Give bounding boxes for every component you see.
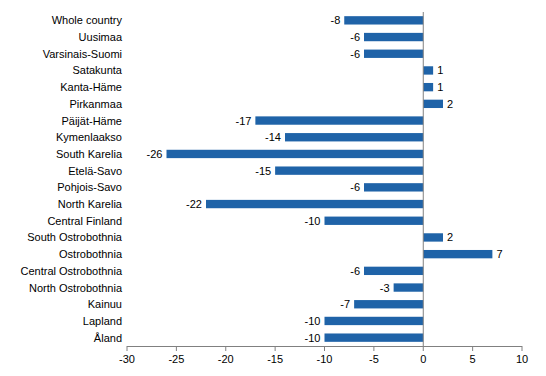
labels: Whole country -8 Uusimaa -6 Varsinais-Suomi -…: [21, 14, 503, 343]
tick: [423, 346, 424, 351]
category-label: North Karelia: [58, 198, 123, 210]
bar: [364, 267, 423, 275]
category-label: Kanta-Häme: [60, 81, 122, 93]
tick: [176, 346, 177, 351]
data-label: 2: [447, 98, 453, 110]
category-label: Varsinais-Suomi: [43, 48, 122, 60]
category-label: South Karelia: [56, 148, 123, 160]
category-label: Ostrobothnia: [59, 248, 123, 260]
bar: [423, 100, 443, 108]
data-label: 1: [437, 81, 443, 93]
category-label: Etelä-Savo: [68, 165, 122, 177]
data-label: -17: [235, 115, 251, 127]
bar: [423, 83, 433, 91]
bar: [364, 50, 423, 58]
data-label: -26: [147, 148, 163, 160]
tick: [225, 346, 226, 351]
data-label: -6: [350, 181, 360, 193]
bar: [364, 33, 423, 41]
data-label: -6: [350, 31, 360, 43]
data-label: 2: [447, 231, 453, 243]
bar: [354, 300, 423, 308]
bar: [423, 250, 492, 258]
bar: [325, 317, 424, 325]
category-label: Kymenlaakso: [56, 131, 122, 143]
tick-label: -15: [267, 353, 283, 365]
category-label: Pirkanmaa: [69, 98, 122, 110]
tick-label: 10: [516, 353, 528, 365]
bar: [275, 166, 423, 174]
category-label: Kainuu: [88, 298, 122, 310]
bar: [206, 200, 423, 208]
data-label: -10: [305, 215, 321, 227]
tick-label: -30: [119, 353, 135, 365]
bar: [394, 283, 424, 291]
tick-label: -20: [218, 353, 234, 365]
tick: [275, 346, 276, 351]
category-label: Satakunta: [72, 64, 122, 76]
bar: [285, 133, 423, 141]
data-label: -14: [265, 131, 281, 143]
data-label: -10: [305, 315, 321, 327]
tick: [127, 346, 128, 351]
category-label: Päijät-Häme: [61, 115, 122, 127]
bar: [423, 66, 433, 74]
bar: [423, 233, 443, 241]
bar: [167, 150, 424, 158]
axis-line: [423, 12, 424, 346]
data-label: -6: [350, 265, 360, 277]
tick-label: 5: [470, 353, 476, 365]
tick: [324, 346, 325, 351]
chart: Whole country -8 Uusimaa -6 Varsinais-Suomi -…: [0, 0, 546, 376]
tick: [522, 346, 523, 351]
bar: [344, 16, 423, 24]
tick-label: 0: [420, 353, 426, 365]
bar: [325, 217, 424, 225]
category-label: Central Ostrobothnia: [21, 265, 123, 277]
tick: [373, 346, 374, 351]
data-label: 7: [496, 248, 502, 260]
data-label: -15: [255, 165, 271, 177]
category-label: Central Finland: [47, 215, 122, 227]
category-label: Åland: [94, 332, 122, 344]
category-label: Lapland: [83, 315, 122, 327]
bar: [255, 116, 423, 124]
data-label: 1: [437, 64, 443, 76]
category-label: North Ostrobothnia: [29, 282, 123, 294]
data-label: -3: [380, 282, 390, 294]
bar: [325, 333, 424, 341]
data-label: -22: [186, 198, 202, 210]
category-label: Whole country: [52, 14, 123, 26]
bar: [364, 183, 423, 191]
data-label: -7: [340, 298, 350, 310]
category-label: Uusimaa: [79, 31, 123, 43]
category-label: Pohjois-Savo: [57, 181, 122, 193]
tick: [472, 346, 473, 351]
data-label: -10: [305, 332, 321, 344]
tick-label: -25: [168, 353, 184, 365]
data-label: -8: [330, 14, 340, 26]
data-label: -6: [350, 48, 360, 60]
tick-label: -5: [369, 353, 379, 365]
tick-label: -10: [317, 353, 333, 365]
category-label: South Ostrobothnia: [27, 231, 123, 243]
bars: [167, 16, 493, 342]
